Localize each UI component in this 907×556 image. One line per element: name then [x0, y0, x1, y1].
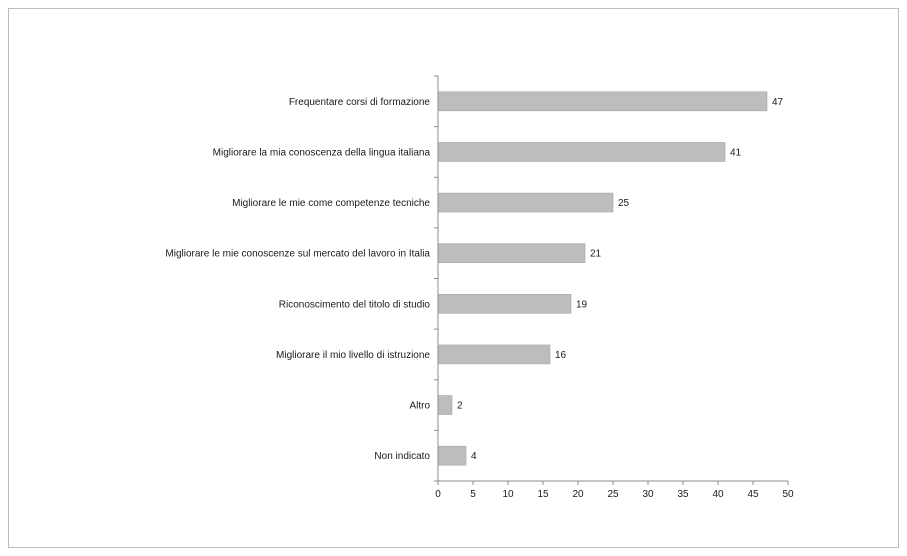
- x-tick-label: 10: [502, 489, 514, 500]
- category-labels: Frequentare corsi di formazione Migliorar…: [165, 97, 430, 462]
- x-tick-label: 15: [537, 489, 549, 500]
- data-labels: 47 41 25 21 19 16 2 4: [457, 97, 784, 462]
- bar: [437, 445, 467, 466]
- x-tick-label: 20: [572, 489, 584, 500]
- axes: 0 5 10 15 20 25 30 35 40 45 50: [434, 75, 794, 500]
- data-label: 25: [618, 198, 630, 209]
- bar: [437, 192, 614, 213]
- x-tick-label: 0: [435, 489, 441, 500]
- bar: [437, 344, 551, 365]
- bar: [437, 142, 726, 162]
- category-label: Frequentare corsi di formazione: [289, 97, 431, 108]
- data-label: 47: [772, 97, 784, 108]
- bar: [437, 91, 768, 112]
- category-label: Migliorare le mie conoscenze sul mercato…: [165, 249, 430, 260]
- category-label: Migliorare il mio livello di istruzione: [276, 350, 430, 361]
- x-tick-label: 50: [782, 489, 794, 500]
- x-tick-label: 35: [677, 489, 689, 500]
- data-label: 21: [590, 249, 602, 260]
- data-label: 4: [471, 451, 477, 462]
- x-tick-label: 25: [607, 489, 619, 500]
- bar: [437, 243, 586, 263]
- data-label: 41: [730, 147, 742, 158]
- bar: [437, 294, 572, 314]
- x-tick-label: 30: [642, 489, 654, 500]
- data-label: 19: [576, 299, 588, 310]
- data-label: 16: [555, 350, 567, 361]
- category-label: Altro: [409, 401, 430, 412]
- category-label: Migliorare le mie come competenze tecnic…: [232, 198, 430, 209]
- bar: [437, 395, 453, 415]
- category-label: Riconoscimento del titolo di studio: [279, 299, 431, 310]
- x-tick-label: 5: [470, 489, 476, 500]
- category-label: Migliorare la mia conoscenza della lingu…: [213, 147, 431, 158]
- x-tick-label: 45: [747, 489, 759, 500]
- data-label: 2: [457, 401, 463, 412]
- x-tick-label: 40: [712, 489, 724, 500]
- bars-layer: [437, 91, 768, 466]
- category-label: Non indicato: [374, 451, 430, 462]
